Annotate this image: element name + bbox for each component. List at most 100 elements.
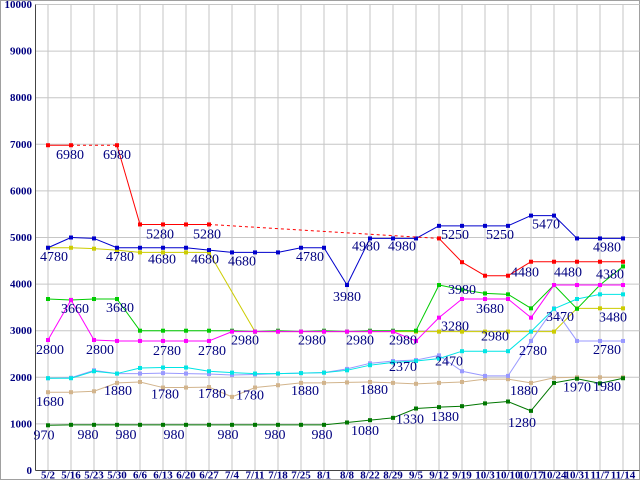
series-segment-tan-line bbox=[254, 384, 279, 389]
data-point-marker-red-line bbox=[46, 143, 50, 148]
data-point-marker-dark-green-line bbox=[460, 404, 464, 409]
series-segment-tan-line bbox=[116, 381, 141, 384]
series-segment-yellow-line bbox=[208, 252, 256, 332]
point-value-label: 1680 bbox=[36, 395, 64, 410]
series-segment-tan-line bbox=[530, 377, 555, 384]
series-segment-dark-green-line bbox=[392, 408, 417, 419]
series-segment-tan-line bbox=[392, 382, 417, 385]
series-segment-tan-line bbox=[415, 382, 440, 385]
series-segment-tan-line bbox=[461, 378, 486, 383]
data-point-marker-dark-green-line bbox=[506, 399, 510, 404]
data-point-marker-yellow-line bbox=[161, 250, 165, 255]
data-point-marker-red-line bbox=[184, 222, 188, 227]
series-segment-cyan-line bbox=[93, 370, 118, 375]
data-point-marker-dark-green-line bbox=[276, 422, 280, 427]
series-segment-tan-line bbox=[93, 382, 118, 392]
data-point-marker-blue-line bbox=[299, 245, 303, 250]
series-segment-green-line bbox=[438, 284, 463, 291]
data-point-marker-magenta-line bbox=[552, 283, 556, 288]
data-point-marker-red-line bbox=[69, 143, 73, 148]
series-segment-cyan-line bbox=[553, 298, 578, 310]
data-point-marker-green-line bbox=[575, 306, 579, 311]
series-segment-periwinkle-line bbox=[461, 370, 486, 377]
data-point-marker-cyan-line bbox=[506, 349, 510, 354]
x-axis-tick-label: 7/11 bbox=[246, 470, 265, 480]
data-point-marker-yellow-line bbox=[92, 246, 96, 251]
series-segment-magenta-line bbox=[93, 339, 118, 342]
data-point-marker-red-line bbox=[437, 236, 441, 241]
data-point-marker-dark-green-line bbox=[368, 418, 372, 423]
series-segment-periwinkle-line bbox=[346, 362, 371, 370]
data-point-marker-tan-line bbox=[368, 379, 372, 384]
series-segment-periwinkle-line bbox=[392, 359, 417, 362]
data-point-marker-blue-line bbox=[322, 245, 326, 250]
data-point-marker-red-line bbox=[575, 259, 579, 264]
series-segment-tan-line bbox=[208, 386, 233, 398]
y-axis-tick-label: 10000 bbox=[5, 0, 33, 11]
data-point-marker-magenta-line bbox=[184, 338, 188, 343]
point-value-label: 980 bbox=[218, 428, 239, 443]
point-value-label: 3480 bbox=[599, 310, 627, 325]
series-segment-tan-line bbox=[438, 381, 463, 384]
data-point-marker-dark-green-line bbox=[345, 420, 349, 425]
point-value-label: 2780 bbox=[153, 344, 181, 359]
data-point-marker-dark-green-line bbox=[414, 406, 418, 411]
point-value-label: 1780 bbox=[198, 387, 226, 402]
point-value-label: 5470 bbox=[532, 218, 560, 233]
data-point-marker-yellow-line bbox=[115, 248, 119, 253]
point-value-label: 4680 bbox=[148, 252, 176, 267]
data-point-marker-dark-green-line bbox=[575, 376, 579, 381]
data-point-marker-magenta-line bbox=[299, 329, 303, 334]
data-point-marker-yellow-line bbox=[621, 306, 625, 311]
data-point-marker-yellow-line bbox=[69, 245, 73, 250]
data-point-marker-green-line bbox=[483, 291, 487, 296]
data-point-marker-dark-green-line bbox=[621, 376, 625, 381]
y-axis-tick-label: 5000 bbox=[10, 232, 33, 244]
data-point-marker-dark-green-line bbox=[322, 422, 326, 427]
data-point-marker-dark-green-line bbox=[483, 401, 487, 406]
series-segment-tan-line bbox=[139, 381, 164, 389]
data-point-marker-dark-green-line bbox=[161, 422, 165, 427]
y-axis-tick-label: 6000 bbox=[10, 185, 33, 197]
data-point-marker-magenta-line bbox=[460, 297, 464, 302]
data-point-marker-green-line bbox=[506, 292, 510, 297]
data-point-marker-magenta-line bbox=[368, 329, 372, 334]
data-point-marker-periwinkle-line bbox=[598, 338, 602, 343]
data-point-marker-blue-line bbox=[529, 213, 533, 218]
point-value-label: 3470 bbox=[546, 310, 574, 325]
data-point-marker-magenta-line bbox=[391, 329, 395, 334]
data-point-marker-yellow-line bbox=[598, 306, 602, 311]
series-segment-periwinkle-line bbox=[530, 308, 555, 342]
data-point-marker-yellow-line bbox=[506, 329, 510, 334]
series-segment-red-line bbox=[461, 261, 486, 277]
data-point-marker-green-line bbox=[138, 328, 142, 333]
y-axis-tick-label: 0 bbox=[27, 465, 33, 477]
x-axis-tick-label: 9/12 bbox=[429, 470, 449, 480]
point-value-label: 2980 bbox=[298, 334, 326, 349]
y-axis-tick-label: 9000 bbox=[10, 46, 33, 58]
x-axis-tick-label: 7/25 bbox=[291, 470, 311, 480]
series-segment-dark-green-line bbox=[576, 378, 601, 384]
data-point-marker-green-line bbox=[207, 328, 211, 333]
series-segment-dark-green-line bbox=[461, 402, 486, 407]
data-point-marker-dark-green-line bbox=[598, 381, 602, 386]
data-point-marker-magenta-line bbox=[69, 297, 73, 302]
series-segment-green-line bbox=[415, 284, 440, 331]
point-value-label: 1330 bbox=[396, 413, 424, 428]
data-point-marker-red-line bbox=[506, 273, 510, 278]
y-axis-tick-label: 2000 bbox=[10, 372, 33, 384]
series-segment-yellow-line bbox=[70, 247, 95, 250]
series-segment-dark-green-line bbox=[599, 377, 624, 384]
data-point-marker-blue-line bbox=[207, 248, 211, 253]
data-point-marker-cyan-line bbox=[138, 365, 142, 370]
data-point-marker-red-line bbox=[460, 260, 464, 265]
data-point-marker-magenta-line bbox=[621, 283, 625, 288]
data-point-marker-magenta-line bbox=[207, 338, 211, 343]
data-point-marker-blue-line bbox=[368, 236, 372, 241]
data-point-marker-yellow-line bbox=[552, 329, 556, 334]
series-segment-blue-line bbox=[415, 225, 440, 239]
x-axis-tick-label: 9/19 bbox=[452, 470, 472, 480]
data-point-marker-blue-line bbox=[598, 236, 602, 241]
